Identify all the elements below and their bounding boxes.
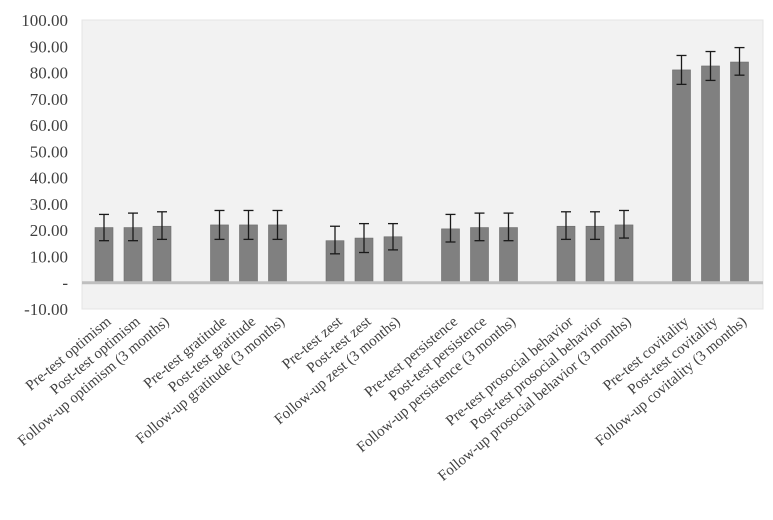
error-bar — [359, 222, 369, 254]
error-bar — [619, 209, 629, 239]
error-bar — [734, 46, 745, 76]
y-tick-label: 20.00 — [30, 221, 68, 240]
error-bar — [445, 213, 456, 243]
error-bar — [388, 222, 398, 251]
error-bar — [157, 211, 167, 241]
bar — [730, 61, 749, 284]
y-tick-label: - — [62, 274, 68, 293]
error-bar — [590, 211, 600, 241]
y-tick-label: 90.00 — [30, 37, 68, 56]
error-bars — [99, 46, 745, 255]
bar — [701, 65, 720, 284]
error-bar — [561, 211, 571, 241]
y-tick-label: 80.00 — [30, 64, 68, 83]
y-tick-label: 10.00 — [30, 247, 68, 266]
y-tick-label: 30.00 — [30, 195, 68, 214]
y-axis-tick-labels: -10.00-10.0020.0030.0040.0050.0060.0070.… — [21, 11, 68, 319]
error-bar — [330, 225, 340, 255]
error-bar — [474, 212, 485, 242]
y-tick-label: 50.00 — [30, 142, 68, 161]
y-tick-label: 60.00 — [30, 116, 68, 135]
error-bar — [99, 213, 109, 242]
error-bar — [243, 209, 254, 241]
error-bar — [272, 209, 283, 241]
error-bar — [705, 50, 716, 82]
y-tick-label: -10.00 — [24, 300, 68, 319]
error-bar — [214, 209, 225, 241]
y-tick-label: 70.00 — [30, 90, 68, 109]
plot-area — [81, 19, 764, 310]
bar — [672, 69, 691, 284]
error-bar — [676, 54, 687, 86]
y-tick-label: 40.00 — [30, 169, 68, 188]
error-bar — [503, 212, 514, 242]
error-bar — [128, 212, 138, 242]
y-tick-label: 100.00 — [21, 11, 68, 30]
